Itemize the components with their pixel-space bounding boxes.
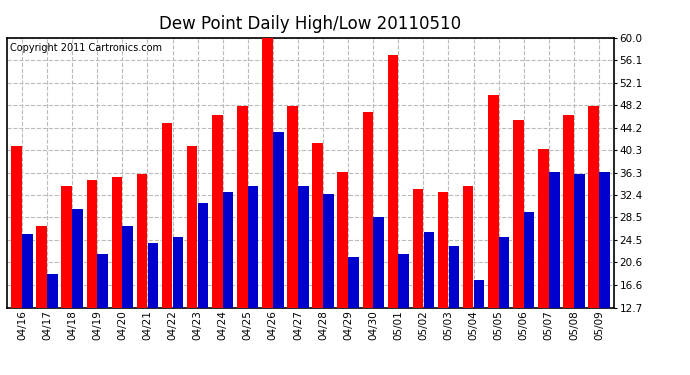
Bar [438,192,449,375]
Bar [398,254,409,375]
Bar [538,149,549,375]
Bar [337,172,348,375]
Bar [262,38,273,375]
Bar [212,114,223,375]
Bar [413,189,423,375]
Bar [348,257,359,375]
Bar [248,186,259,375]
Bar [373,217,384,375]
Bar [463,186,473,375]
Bar [524,211,535,375]
Bar [298,186,308,375]
Bar [172,237,183,375]
Bar [599,172,610,375]
Text: Dew Point Daily High/Low 20110510: Dew Point Daily High/Low 20110510 [159,15,462,33]
Bar [474,280,484,375]
Bar [448,246,459,375]
Bar [148,243,158,375]
Bar [273,132,284,375]
Bar [97,254,108,375]
Bar [11,146,22,375]
Bar [187,146,197,375]
Bar [563,114,574,375]
Bar [86,180,97,375]
Bar [488,94,499,375]
Bar [388,55,398,375]
Bar [112,177,122,375]
Bar [574,174,584,375]
Bar [61,186,72,375]
Bar [162,123,172,375]
Bar [513,120,524,375]
Bar [287,106,298,375]
Bar [223,192,233,375]
Bar [589,106,599,375]
Bar [22,234,32,375]
Bar [198,203,208,375]
Bar [323,195,334,375]
Bar [72,209,83,375]
Bar [549,172,560,375]
Bar [237,106,248,375]
Bar [137,174,147,375]
Bar [37,226,47,375]
Text: Copyright 2011 Cartronics.com: Copyright 2011 Cartronics.com [10,43,162,53]
Bar [424,232,434,375]
Bar [47,274,58,375]
Bar [313,143,323,375]
Bar [362,112,373,375]
Bar [122,226,133,375]
Bar [499,237,509,375]
